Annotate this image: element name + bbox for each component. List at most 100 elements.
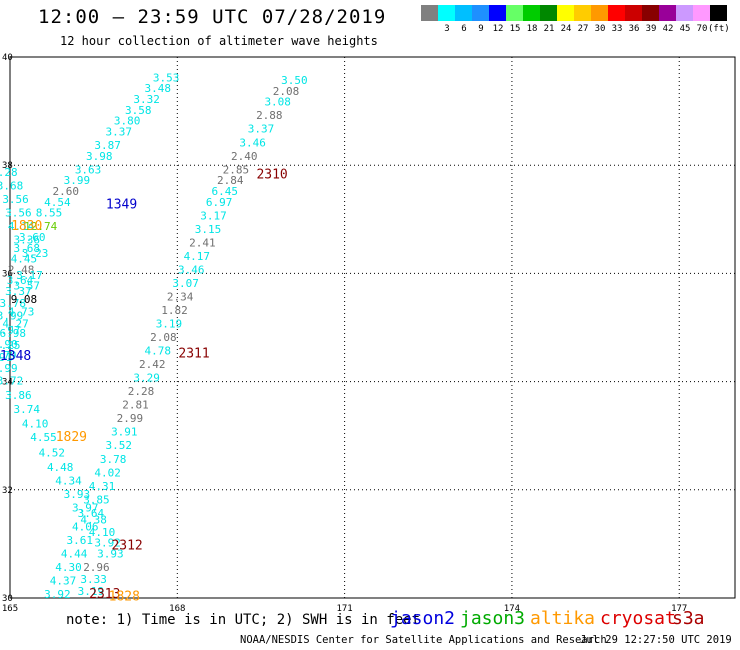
legend-swatch (421, 5, 438, 21)
wave-height-label: 3.68 (13, 242, 40, 255)
legend-label: 36 (628, 24, 640, 34)
pass-time-label: 1828 (109, 590, 140, 605)
credit-line: NOAA/NESDIS Center for Satellite Applica… (240, 634, 607, 646)
x-tick-label: 171 (336, 604, 352, 614)
legend-label: 33 (611, 24, 623, 34)
legend-label: 30 (594, 24, 606, 34)
wave-height-label: 3.28 (0, 166, 18, 179)
wave-height-label: 3.46 (239, 136, 266, 149)
pass-time-label: 1349 (106, 197, 137, 212)
wave-height-label: 3.56 (2, 193, 29, 206)
satellite-jason3: jason3 (460, 608, 526, 629)
wave-height-label: 2.40 (231, 150, 258, 163)
wave-height-label: 3.57 (13, 280, 40, 293)
legend-label: 18 (526, 24, 538, 34)
timestamp: Jul 29 12:27:50 UTC 2019 (580, 634, 732, 646)
wave-height-label: 4.14 (8, 220, 35, 233)
wave-height-label: 3.98 (86, 150, 113, 163)
wave-height-label: 4.06 (72, 520, 99, 533)
wave-height-label: 3.91 (111, 426, 138, 439)
wave-height-label: 3.61 (66, 534, 93, 547)
legend-label: 21 (543, 24, 555, 34)
satellite-altika: altika (530, 608, 596, 629)
wave-height-label: 3.23 (22, 247, 49, 260)
legend-swatch (489, 5, 506, 21)
legend-units: (ft) (708, 24, 730, 34)
wave-height-label: 2.81 (122, 399, 149, 412)
wave-height-label: 2.41 (189, 236, 216, 249)
wave-height-label: 3.48 (145, 82, 172, 95)
wave-height-label: 4.38 (80, 513, 107, 526)
wave-height-label: 4.37 (50, 574, 77, 587)
legend-label: 9 (478, 24, 484, 34)
wave-height-label: 2.60 (53, 185, 80, 198)
x-tick-label: 174 (504, 604, 520, 614)
wave-height-label: 3.60 (19, 231, 46, 244)
wave-height-label: 3.97 (72, 501, 99, 514)
wave-height-label: 3.99 (0, 309, 23, 322)
legend-swatch (523, 5, 540, 21)
wave-height-label: 3.80 (114, 115, 141, 128)
wave-height-label: 3.63 (75, 163, 102, 176)
legend-swatch (540, 5, 557, 21)
legend-swatch (659, 5, 676, 21)
wave-height-label: 4.48 (47, 461, 74, 474)
pass-time-label: 2310 (256, 168, 287, 183)
wave-height-label: 4.27 (2, 318, 29, 331)
y-tick-label: 30 (2, 594, 13, 604)
wave-height-label: 4.79 (0, 349, 17, 362)
wave-height-label: 3.78 (0, 297, 26, 310)
wave-height-label: 2.84 (217, 174, 244, 187)
wave-height-label: 2.48 (8, 263, 35, 276)
wave-height-label: 3.86 (5, 389, 32, 402)
wave-height-label: 2.08 (273, 85, 300, 98)
wave-height-label: 6.45 (211, 185, 238, 198)
legend-swatch (693, 5, 710, 21)
wave-height-label: 2.85 (223, 163, 250, 176)
y-tick-label: 36 (2, 269, 13, 279)
legend-swatch (472, 5, 489, 21)
wave-height-label: 4.30 (55, 561, 82, 574)
wave-height-label: 3.92 (44, 588, 71, 601)
chart-title: 12:00 — 23:59 UTC 07/28/2019 (38, 6, 387, 28)
x-tick-label: 177 (671, 604, 687, 614)
pass-time-label: 1830 (11, 219, 42, 234)
satellite-cryosat: cryosat (600, 608, 676, 629)
wave-height-label: 3.64 (7, 274, 34, 287)
y-tick-label: 40 (2, 53, 13, 63)
pass-time-label: 2312 (111, 538, 142, 553)
wave-height-label: 3.58 (125, 104, 152, 117)
wave-height-label: 3.25 (0, 339, 20, 352)
legend-swatch (438, 5, 455, 21)
legend-label: 24 (560, 24, 572, 34)
pass-time-label: 2313 (89, 587, 120, 602)
wave-height-label: 12.74 (24, 220, 57, 233)
wave-height-label: 4.55 (30, 431, 57, 444)
wave-height-label: 3.15 (195, 223, 222, 236)
wave-height-label: 6.97 (206, 196, 233, 209)
wave-height-label: 3.32 (133, 93, 160, 106)
legend-label: 39 (645, 24, 657, 34)
legend-swatch (506, 5, 523, 21)
legend-label: 12 (492, 24, 504, 34)
legend-label: 45 (679, 24, 691, 34)
legend-label: 42 (662, 24, 674, 34)
wave-height-label: 4.99 (0, 362, 18, 375)
legend-swatch (608, 5, 625, 21)
wave-height-label: 4.52 (39, 446, 66, 459)
wave-height-label: 3.93 (97, 547, 124, 560)
y-tick-label: 32 (2, 486, 13, 496)
wave-height-label: 4.78 (145, 345, 172, 358)
wave-height-label: 2.96 (83, 561, 110, 574)
x-tick-label: 168 (169, 604, 185, 614)
wave-height-label: 4.45 (11, 253, 38, 266)
wave-height-label: 3.37 (5, 285, 32, 298)
wave-height-label: 4.10 (89, 526, 116, 539)
wave-height-label: 3.56 (5, 207, 32, 220)
wave-height-label: 9.08 (11, 293, 38, 306)
wave-height-label: 4.34 (55, 474, 82, 487)
wave-height-label: 3.72 (0, 374, 23, 387)
wave-height-label: 3.37 (106, 125, 133, 138)
wave-height-label: 3.87 (94, 139, 121, 152)
